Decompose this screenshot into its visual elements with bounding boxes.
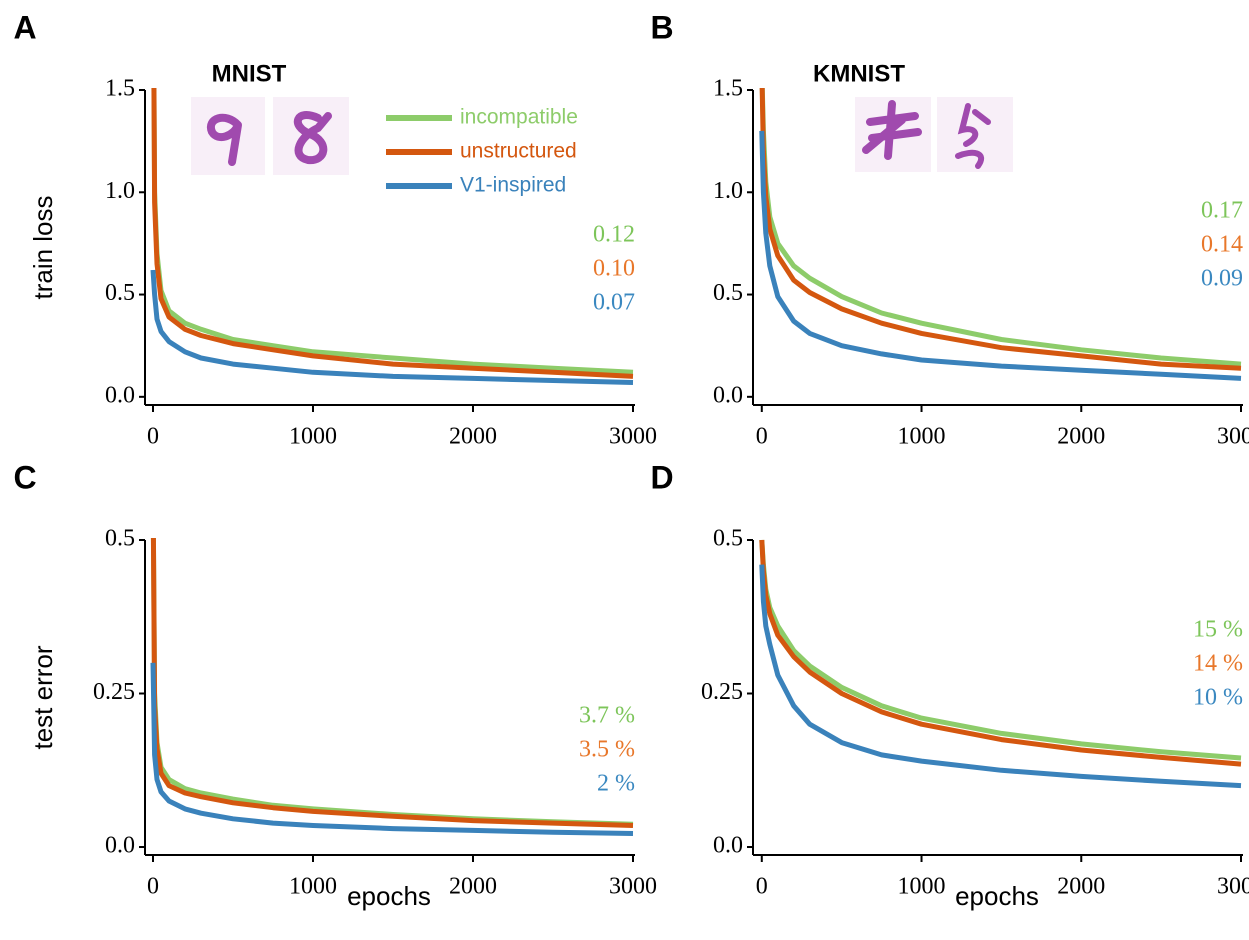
- x-tick-label: 1000: [289, 424, 337, 450]
- series-line: [150, 269, 634, 385]
- end-value-label: 0.09: [1201, 266, 1243, 292]
- series-line: [150, 662, 634, 836]
- x-tick-label: 0: [756, 424, 768, 450]
- series-line: [759, 564, 1242, 789]
- series-line: [759, 88, 1242, 371]
- x-tick-label: 2000: [449, 424, 497, 450]
- panel-letter: C: [13, 459, 36, 495]
- legend-label: unstructured: [460, 140, 577, 163]
- plot-area: [759, 88, 1242, 381]
- x-tick-label: 3000: [609, 874, 657, 900]
- panel-letter: B: [650, 9, 673, 45]
- y-tick-label: 0.25: [701, 679, 743, 705]
- series-line: [150, 538, 634, 828]
- y-tick-label: 0.0: [105, 382, 135, 408]
- panel-letter: D: [650, 459, 673, 495]
- end-value-label: 3.7 %: [579, 703, 635, 729]
- x-tick-label: 0: [147, 424, 159, 450]
- plot-area: [150, 538, 634, 836]
- y-tick-label: 1.0: [105, 178, 135, 204]
- y-tick-label: 0.5: [713, 280, 743, 306]
- y-tick-label: 0.5: [105, 526, 135, 552]
- series-line: [151, 88, 634, 379]
- end-value-label: 15 %: [1193, 617, 1243, 643]
- series-line: [759, 539, 1242, 767]
- end-value-label: 2 %: [597, 771, 635, 797]
- chart-title: MNIST: [212, 60, 287, 87]
- series-line: [150, 538, 634, 827]
- x-axis-label: epochs: [347, 881, 431, 911]
- y-tick-label: 0.0: [713, 382, 743, 408]
- y-axis-label: train loss: [28, 195, 58, 299]
- x-tick-label: 0: [147, 874, 159, 900]
- end-value-label: 14 %: [1193, 651, 1243, 677]
- x-tick-label: 2000: [1057, 874, 1105, 900]
- series-line: [759, 130, 1242, 381]
- end-value-label: 3.5 %: [579, 737, 635, 763]
- x-tick-label: 0: [756, 874, 768, 900]
- end-value-label: 0.07: [593, 290, 635, 316]
- x-tick-label: 1000: [289, 874, 337, 900]
- end-value-label: 0.14: [1201, 232, 1243, 258]
- end-value-label: 10 %: [1193, 685, 1243, 711]
- x-axis-label: epochs: [955, 881, 1039, 911]
- x-tick-label: 1000: [898, 874, 946, 900]
- x-tick-label: 2000: [1057, 424, 1105, 450]
- y-tick-label: 1.0: [713, 178, 743, 204]
- end-value-label: 0.12: [593, 222, 635, 248]
- x-tick-label: 3000: [1217, 874, 1249, 900]
- panel-letter: A: [13, 9, 36, 45]
- end-value-label: 0.10: [593, 256, 635, 282]
- plot-area: [150, 88, 634, 385]
- y-axis-label: test error: [28, 645, 58, 749]
- end-value-label: 0.17: [1201, 198, 1243, 224]
- x-tick-label: 3000: [609, 424, 657, 450]
- y-tick-label: 0.5: [713, 526, 743, 552]
- chart-title: KMNIST: [813, 60, 905, 87]
- x-tick-label: 2000: [449, 874, 497, 900]
- y-tick-label: 1.5: [713, 76, 743, 102]
- series-line: [759, 539, 1242, 761]
- digit-thumbnails: [191, 97, 1013, 175]
- x-tick-label: 3000: [1217, 424, 1249, 450]
- legend-label: incompatible: [460, 106, 578, 129]
- y-tick-label: 1.5: [105, 76, 135, 102]
- y-tick-label: 0.25: [93, 679, 135, 705]
- x-tick-label: 1000: [898, 424, 946, 450]
- y-tick-label: 0.0: [713, 833, 743, 859]
- y-tick-label: 0.5: [105, 280, 135, 306]
- plot-area: [759, 539, 1242, 789]
- legend-label: V1-inspired: [460, 174, 566, 197]
- y-tick-label: 0.0: [105, 833, 135, 859]
